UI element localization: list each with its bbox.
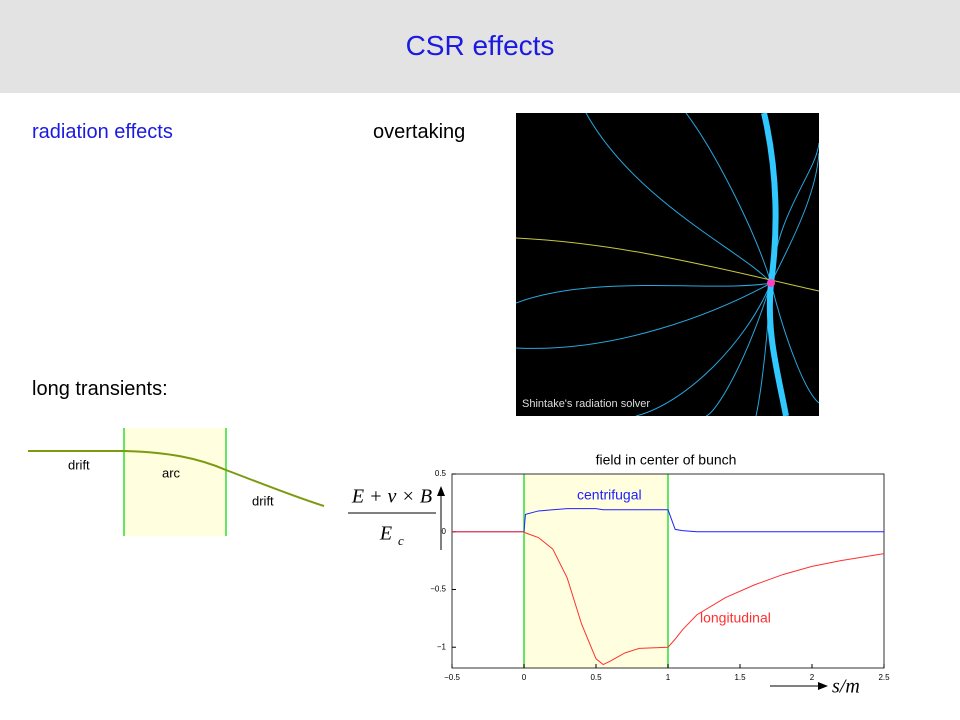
series-label: centrifugal [577,487,642,503]
label: long transients: [32,378,168,400]
x-tick-label: 2 [810,673,815,682]
y-label: E [379,523,392,545]
y-tick-label: −0.5 [430,585,446,594]
series-line [452,531,885,666]
lattice-diagram: drift arc drift [28,428,325,536]
series-line [452,508,884,533]
x-tick-label: 2.5 [878,673,890,682]
y-tick-label: 0 [442,527,447,536]
diagram-label: drift [68,457,90,472]
label: radiation effects [32,121,173,143]
simulation-image: Shintake's radiation solver [516,113,819,416]
arrow-head [818,682,828,690]
highlight-band [524,474,668,668]
y-label: E + v × B [351,486,432,508]
y-label: c [398,533,404,548]
image-caption: Shintake's radiation solver [522,398,650,410]
x-tick-label: 0 [522,673,527,682]
y-tick-label: 0.5 [435,469,447,478]
x-tick-label: −0.5 [444,673,460,682]
chart-title: field in center of bunch [596,452,737,468]
header-band [0,0,960,93]
x-label: s/m [832,676,860,698]
diagram-label: drift [252,493,274,508]
x-tick-label: 1 [666,673,671,682]
arrow-head [437,486,445,496]
diagram-label: arc [162,465,181,480]
y-tick-label: −1 [437,642,447,651]
slide-title: CSR effects [405,30,555,61]
series-label: longitudinal [700,610,771,626]
x-tick-label: 0.5 [590,673,602,682]
label: overtaking [373,121,466,143]
x-tick-label: 1.5 [734,673,746,682]
